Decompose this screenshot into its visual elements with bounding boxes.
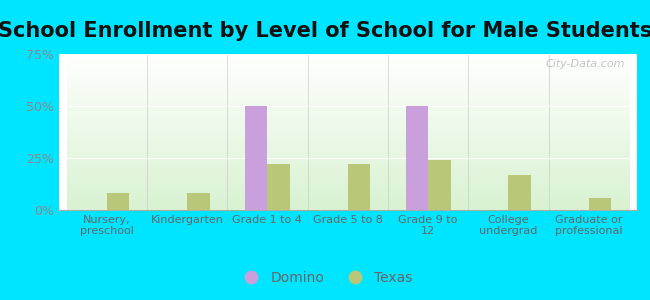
Bar [107,194,129,210]
Bar [267,164,290,210]
Bar [589,197,611,210]
Bar [187,194,209,210]
Bar [406,106,428,210]
Bar [348,164,370,210]
Text: School Enrollment by Level of School for Male Students: School Enrollment by Level of School for… [0,21,650,41]
Bar [428,160,450,210]
Bar [508,175,531,210]
Text: City-Data.com: City-Data.com [546,59,625,69]
Legend: Domino, Texas: Domino, Texas [231,265,419,290]
Bar [245,106,267,210]
